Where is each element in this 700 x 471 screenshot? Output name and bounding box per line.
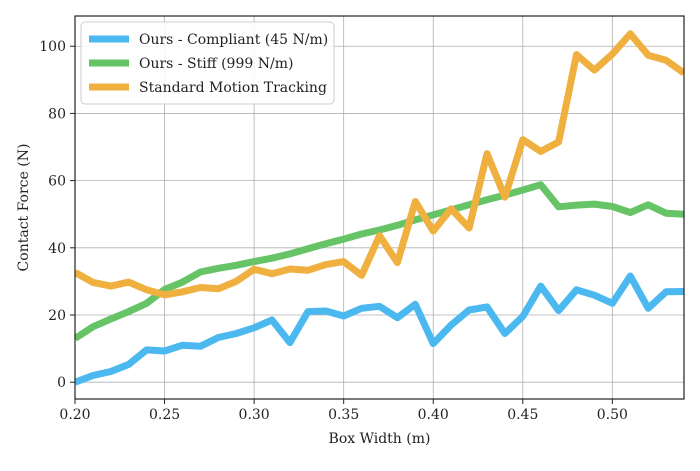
series-line-2 bbox=[75, 181, 684, 342]
x-tick-label: 0.40 bbox=[418, 407, 449, 423]
x-tick-label: 0.50 bbox=[597, 407, 628, 423]
axis-ticks: 0.20 0.25 0.30 0.35 0.40 0.45 0.50 0 20 40 60 80 100 bbox=[39, 39, 628, 423]
legend-entry: Ours - Stiff (999 N/m) bbox=[139, 56, 293, 72]
x-tick-label: 0.20 bbox=[59, 407, 90, 423]
y-axis-label: Contact Force (N) bbox=[16, 144, 32, 272]
x-axis-label: Box Width (m) bbox=[329, 431, 431, 447]
y-tick-label: 0 bbox=[57, 375, 66, 391]
y-tick-label: 100 bbox=[39, 39, 66, 55]
x-tick-label: 0.25 bbox=[149, 407, 180, 423]
y-tick-label: 40 bbox=[48, 241, 66, 257]
y-tick-label: 60 bbox=[48, 174, 66, 190]
x-tick-label: 0.45 bbox=[507, 407, 538, 423]
legend-entry: Ours - Compliant (45 N/m) bbox=[139, 32, 328, 48]
x-tick-label: 0.35 bbox=[328, 407, 359, 423]
y-tick-label: 80 bbox=[48, 106, 66, 122]
legend: Ours - Compliant (45 N/m) Ours - Stiff (9… bbox=[80, 21, 335, 105]
plot-frame bbox=[74, 15, 685, 400]
series-line-3 bbox=[75, 30, 684, 299]
series-line-1 bbox=[75, 272, 684, 386]
legend-entry: Standard Motion Tracking bbox=[139, 80, 327, 96]
plot-area bbox=[75, 30, 684, 386]
x-tick-label: 0.30 bbox=[239, 407, 270, 423]
y-tick-label: 20 bbox=[48, 308, 66, 324]
legend-box bbox=[80, 21, 335, 105]
